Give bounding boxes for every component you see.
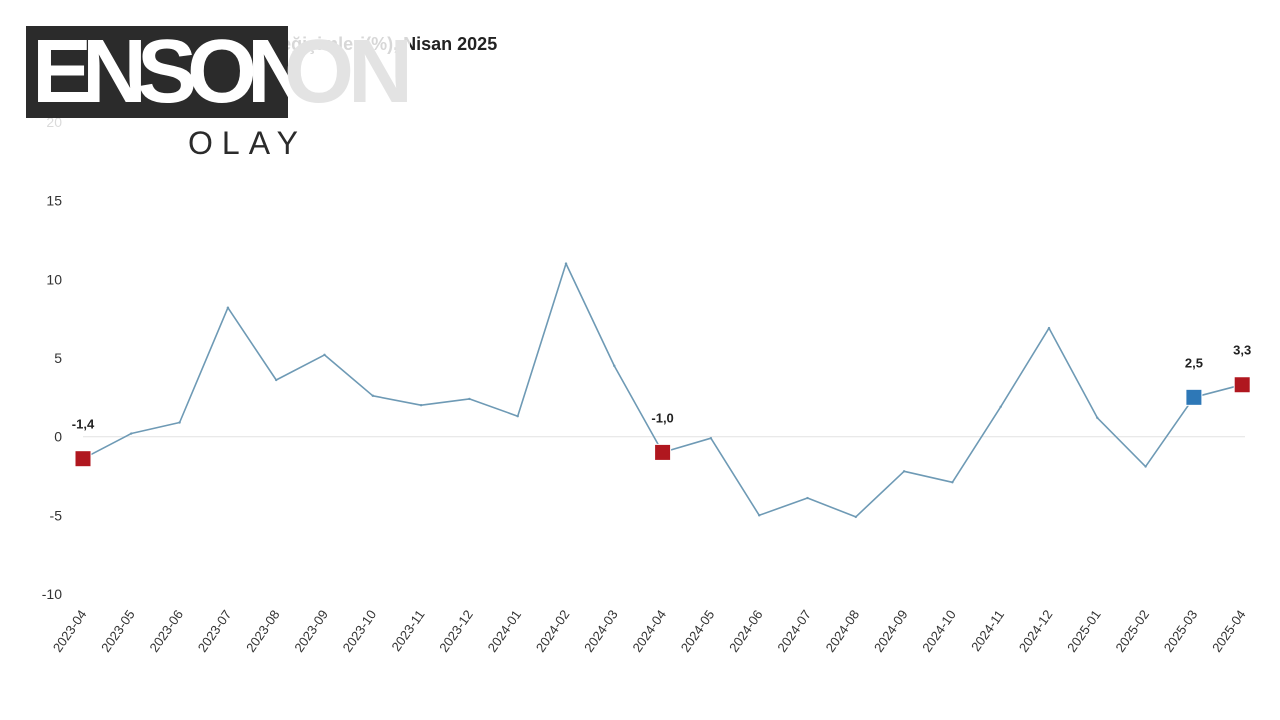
logo-subtitle: OLAY (188, 125, 307, 161)
data-point (323, 353, 326, 357)
data-label: -1,4 (72, 417, 95, 432)
data-point (1047, 326, 1051, 330)
y-tick-label: -5 (50, 507, 63, 523)
x-tick-label: 2023-10 (340, 607, 380, 655)
data-point (178, 421, 181, 424)
x-tick-label: 2024-01 (484, 607, 524, 655)
x-tick-label: 2023-09 (291, 607, 331, 655)
data-point (419, 404, 423, 407)
x-tick-label: 2025-03 (1161, 607, 1201, 655)
data-point (709, 437, 713, 440)
logo-wordmark: ENSON (26, 26, 288, 118)
highlight-marker (74, 450, 92, 468)
y-tick-label: -10 (42, 586, 62, 602)
x-tick-label: 2024-03 (581, 607, 621, 655)
data-point (516, 415, 519, 418)
x-tick-label: 2025-02 (1112, 607, 1152, 655)
data-point (854, 515, 857, 519)
x-tick-label: 2025-04 (1209, 607, 1249, 655)
data-point (275, 378, 278, 382)
x-tick-label: 2024-11 (968, 607, 1007, 654)
data-point (806, 496, 809, 500)
x-tick-label: 2023-06 (146, 607, 186, 655)
x-tick-label: 2024-02 (533, 607, 573, 655)
highlight-marker (1185, 388, 1203, 406)
x-tick-label: 2024-06 (726, 607, 766, 655)
data-label: -1,0 (651, 410, 673, 425)
x-tick-label: 2023-12 (436, 607, 476, 655)
y-tick-label: 0 (54, 429, 62, 445)
data-label: 2,5 (1185, 355, 1203, 370)
x-tick-label: 2023-04 (50, 607, 90, 655)
data-point (371, 394, 374, 397)
x-tick-label: 2024-10 (919, 607, 959, 655)
data-point (130, 432, 133, 435)
data-point (902, 470, 906, 473)
x-tick-label: 2025-01 (1064, 607, 1104, 655)
data-point (999, 405, 1002, 408)
y-tick-label: 5 (54, 350, 62, 366)
data-point (758, 514, 761, 517)
y-tick-label: 15 (46, 193, 62, 209)
data-point (468, 397, 471, 401)
x-tick-label: 2023-11 (388, 607, 427, 654)
data-point (564, 262, 568, 265)
x-tick-label: 2024-09 (871, 607, 911, 655)
data-label: 3,3 (1233, 343, 1251, 358)
data-point (1096, 416, 1099, 419)
x-tick-label: 2023-05 (98, 607, 138, 655)
data-point (226, 306, 230, 309)
x-tick-label: 2024-07 (774, 607, 814, 655)
x-tick-label: 2023-08 (243, 607, 283, 655)
x-tick-label: 2024-04 (629, 607, 669, 655)
x-tick-label: 2023-07 (195, 607, 235, 655)
highlight-marker (1233, 376, 1251, 394)
x-tick-label: 2024-05 (678, 607, 718, 655)
x-tick-label: 2024-08 (823, 607, 863, 655)
x-tick-label: 2024-12 (1016, 607, 1056, 655)
watermark-logo: ENSON ON OLAY (26, 22, 413, 161)
data-point (951, 481, 954, 484)
data-point (613, 364, 616, 368)
data-point (1144, 465, 1147, 468)
logo-ghost-text: ON (284, 22, 413, 122)
highlight-marker (654, 443, 672, 461)
y-tick-label: 10 (46, 271, 62, 287)
series-line (82, 262, 1243, 518)
